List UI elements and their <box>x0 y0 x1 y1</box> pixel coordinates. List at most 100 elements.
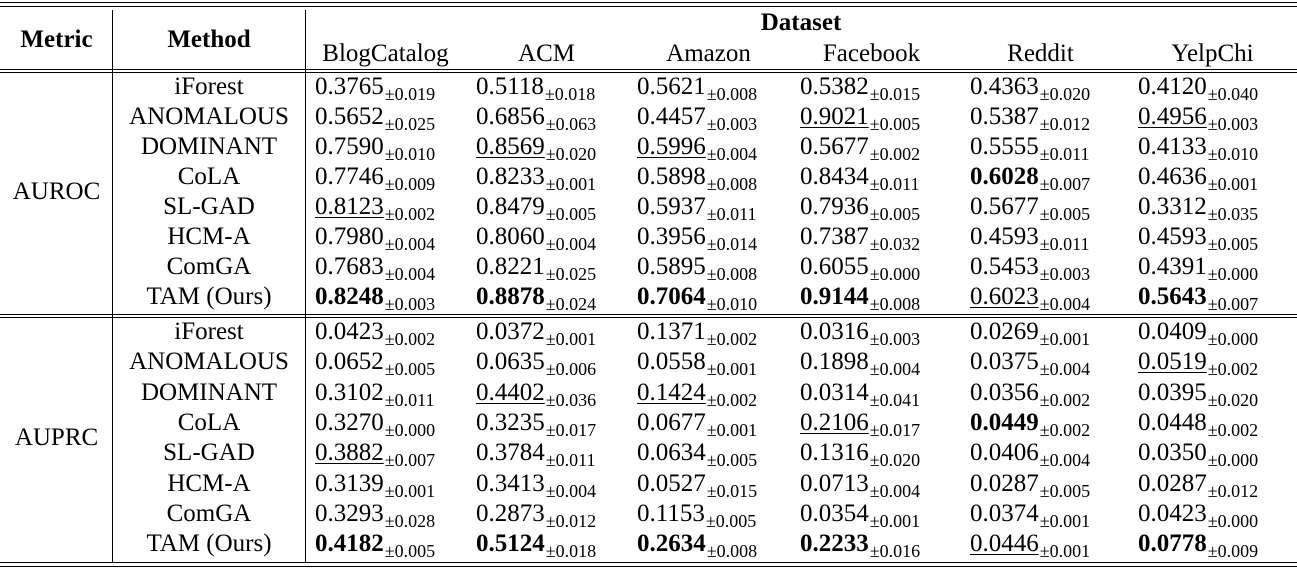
mean: 0.0677 <box>637 408 706 436</box>
mean: 0.7387 <box>800 223 869 250</box>
method-name: DOMINANT <box>140 378 278 406</box>
std: ±0.001 <box>869 510 921 531</box>
cell: 0.0350±0.000 <box>1138 438 1258 470</box>
mean: 0.0350 <box>1138 439 1207 467</box>
mean: 0.0354 <box>800 499 869 527</box>
std: ±0.025 <box>545 264 597 284</box>
std: ±0.004 <box>384 264 436 284</box>
mean: 0.5118 <box>476 73 544 100</box>
std: ±0.009 <box>384 174 436 194</box>
mean: 0.3882 <box>315 439 384 467</box>
std: ±0.005 <box>545 204 597 224</box>
std: ±0.017 <box>545 419 597 440</box>
std: ±0.024 <box>545 294 597 314</box>
std: ±0.020 <box>545 144 597 164</box>
cell: 0.0635±0.006 <box>476 347 597 380</box>
std: ±0.011 <box>869 174 920 194</box>
cell: 0.5124±0.018 <box>476 529 596 561</box>
rule <box>0 2 1297 3</box>
mean: 0.0713 <box>800 469 869 497</box>
cell: 0.0375±0.004 <box>970 347 1091 380</box>
cell: 0.4120±0.040 <box>1138 72 1258 104</box>
metric-label: AUROC <box>12 178 101 205</box>
mean: 0.2634 <box>637 530 706 558</box>
cell: 0.4636±0.001 <box>1138 162 1259 194</box>
mean: 0.0287 <box>970 469 1039 497</box>
std: ±0.025 <box>384 114 436 134</box>
mean: 0.3235 <box>476 408 545 436</box>
mean: 0.0316 <box>800 318 869 345</box>
mean: 0.5621 <box>637 73 706 100</box>
std: ±0.010 <box>706 294 758 314</box>
cell: 0.1153±0.005 <box>637 499 756 531</box>
method-name: ANOMALOUS <box>129 103 289 130</box>
std: ±0.000 <box>869 264 921 284</box>
std: ±0.015 <box>869 84 921 104</box>
cell: 0.3784±0.011 <box>476 438 595 470</box>
cell: 0.1424±0.002 <box>637 378 758 410</box>
rule <box>0 69 1297 70</box>
mean: 0.5387 <box>970 103 1039 130</box>
cell: 0.5643±0.007 <box>1138 282 1258 314</box>
mean: 0.0558 <box>637 348 706 376</box>
dataset-name: Reddit <box>1007 40 1074 67</box>
cell: 0.0449±0.002 <box>970 408 1090 440</box>
std: ±0.000 <box>1207 264 1259 284</box>
std: ±0.004 <box>1039 359 1091 380</box>
mean: 0.3312 <box>1138 193 1207 220</box>
std: ±0.005 <box>1039 204 1091 224</box>
mean: 0.8569 <box>476 133 545 160</box>
std: ±0.002 <box>1039 389 1091 410</box>
cell: 0.0527±0.015 <box>637 469 757 501</box>
method-name: ComGA <box>166 499 252 527</box>
mean: 0.2873 <box>476 499 545 527</box>
std: ±0.006 <box>545 359 597 380</box>
cell: 0.7064±0.010 <box>637 282 758 314</box>
std: ±0.005 <box>384 541 436 562</box>
std: ±0.008 <box>706 84 758 104</box>
cell: 0.1316±0.020 <box>800 438 920 470</box>
cell: 0.4363±0.020 <box>970 72 1091 104</box>
std: ±0.001 <box>1207 174 1259 194</box>
mean: 0.9021 <box>800 103 869 130</box>
std: ±0.002 <box>1207 359 1259 380</box>
cell: 0.0448±0.002 <box>1138 408 1258 440</box>
mean: 0.1153 <box>637 499 705 527</box>
std: ±0.063 <box>545 114 597 134</box>
cell: 0.3293±0.028 <box>315 499 435 531</box>
method-name: iForest <box>174 73 244 100</box>
rule <box>0 314 1297 315</box>
cell: 0.3270±0.000 <box>315 408 435 440</box>
std: ±0.005 <box>706 450 758 471</box>
mean: 0.0423 <box>315 318 384 345</box>
cell: 0.7387±0.032 <box>800 222 920 254</box>
mean: 0.5996 <box>637 133 706 160</box>
std: ±0.002 <box>706 389 758 410</box>
cell: 0.8233±0.001 <box>476 162 596 194</box>
cell: 0.5937±0.011 <box>637 192 756 224</box>
std: ±0.020 <box>1039 84 1091 104</box>
mean: 0.7936 <box>800 193 869 220</box>
std: ±0.003 <box>1207 114 1259 134</box>
cell: 0.8221±0.025 <box>476 252 597 284</box>
cell: 0.3956±0.014 <box>637 222 757 254</box>
dataset-name: ACM <box>518 40 575 67</box>
cell: 0.5895±0.008 <box>637 252 757 284</box>
mean: 0.8123 <box>315 193 384 220</box>
mean: 0.0448 <box>1138 408 1207 436</box>
mean: 0.1424 <box>637 378 706 406</box>
cell: 0.7746±0.009 <box>315 162 436 194</box>
mean: 0.0287 <box>1138 469 1207 497</box>
cell: 0.7683±0.004 <box>315 252 436 284</box>
mean: 0.0635 <box>476 348 545 376</box>
mean: 0.3784 <box>476 439 545 467</box>
std: ±0.005 <box>1039 480 1091 501</box>
std: ±0.003 <box>384 294 436 314</box>
mean: 0.8479 <box>476 193 545 220</box>
cell: 0.5898±0.008 <box>637 162 757 194</box>
dataset-name: Facebook <box>822 40 921 67</box>
mean: 0.5895 <box>637 253 706 280</box>
std: ±0.016 <box>869 541 921 562</box>
std: ±0.041 <box>869 389 921 410</box>
cell: 0.0316±0.003 <box>800 317 920 349</box>
